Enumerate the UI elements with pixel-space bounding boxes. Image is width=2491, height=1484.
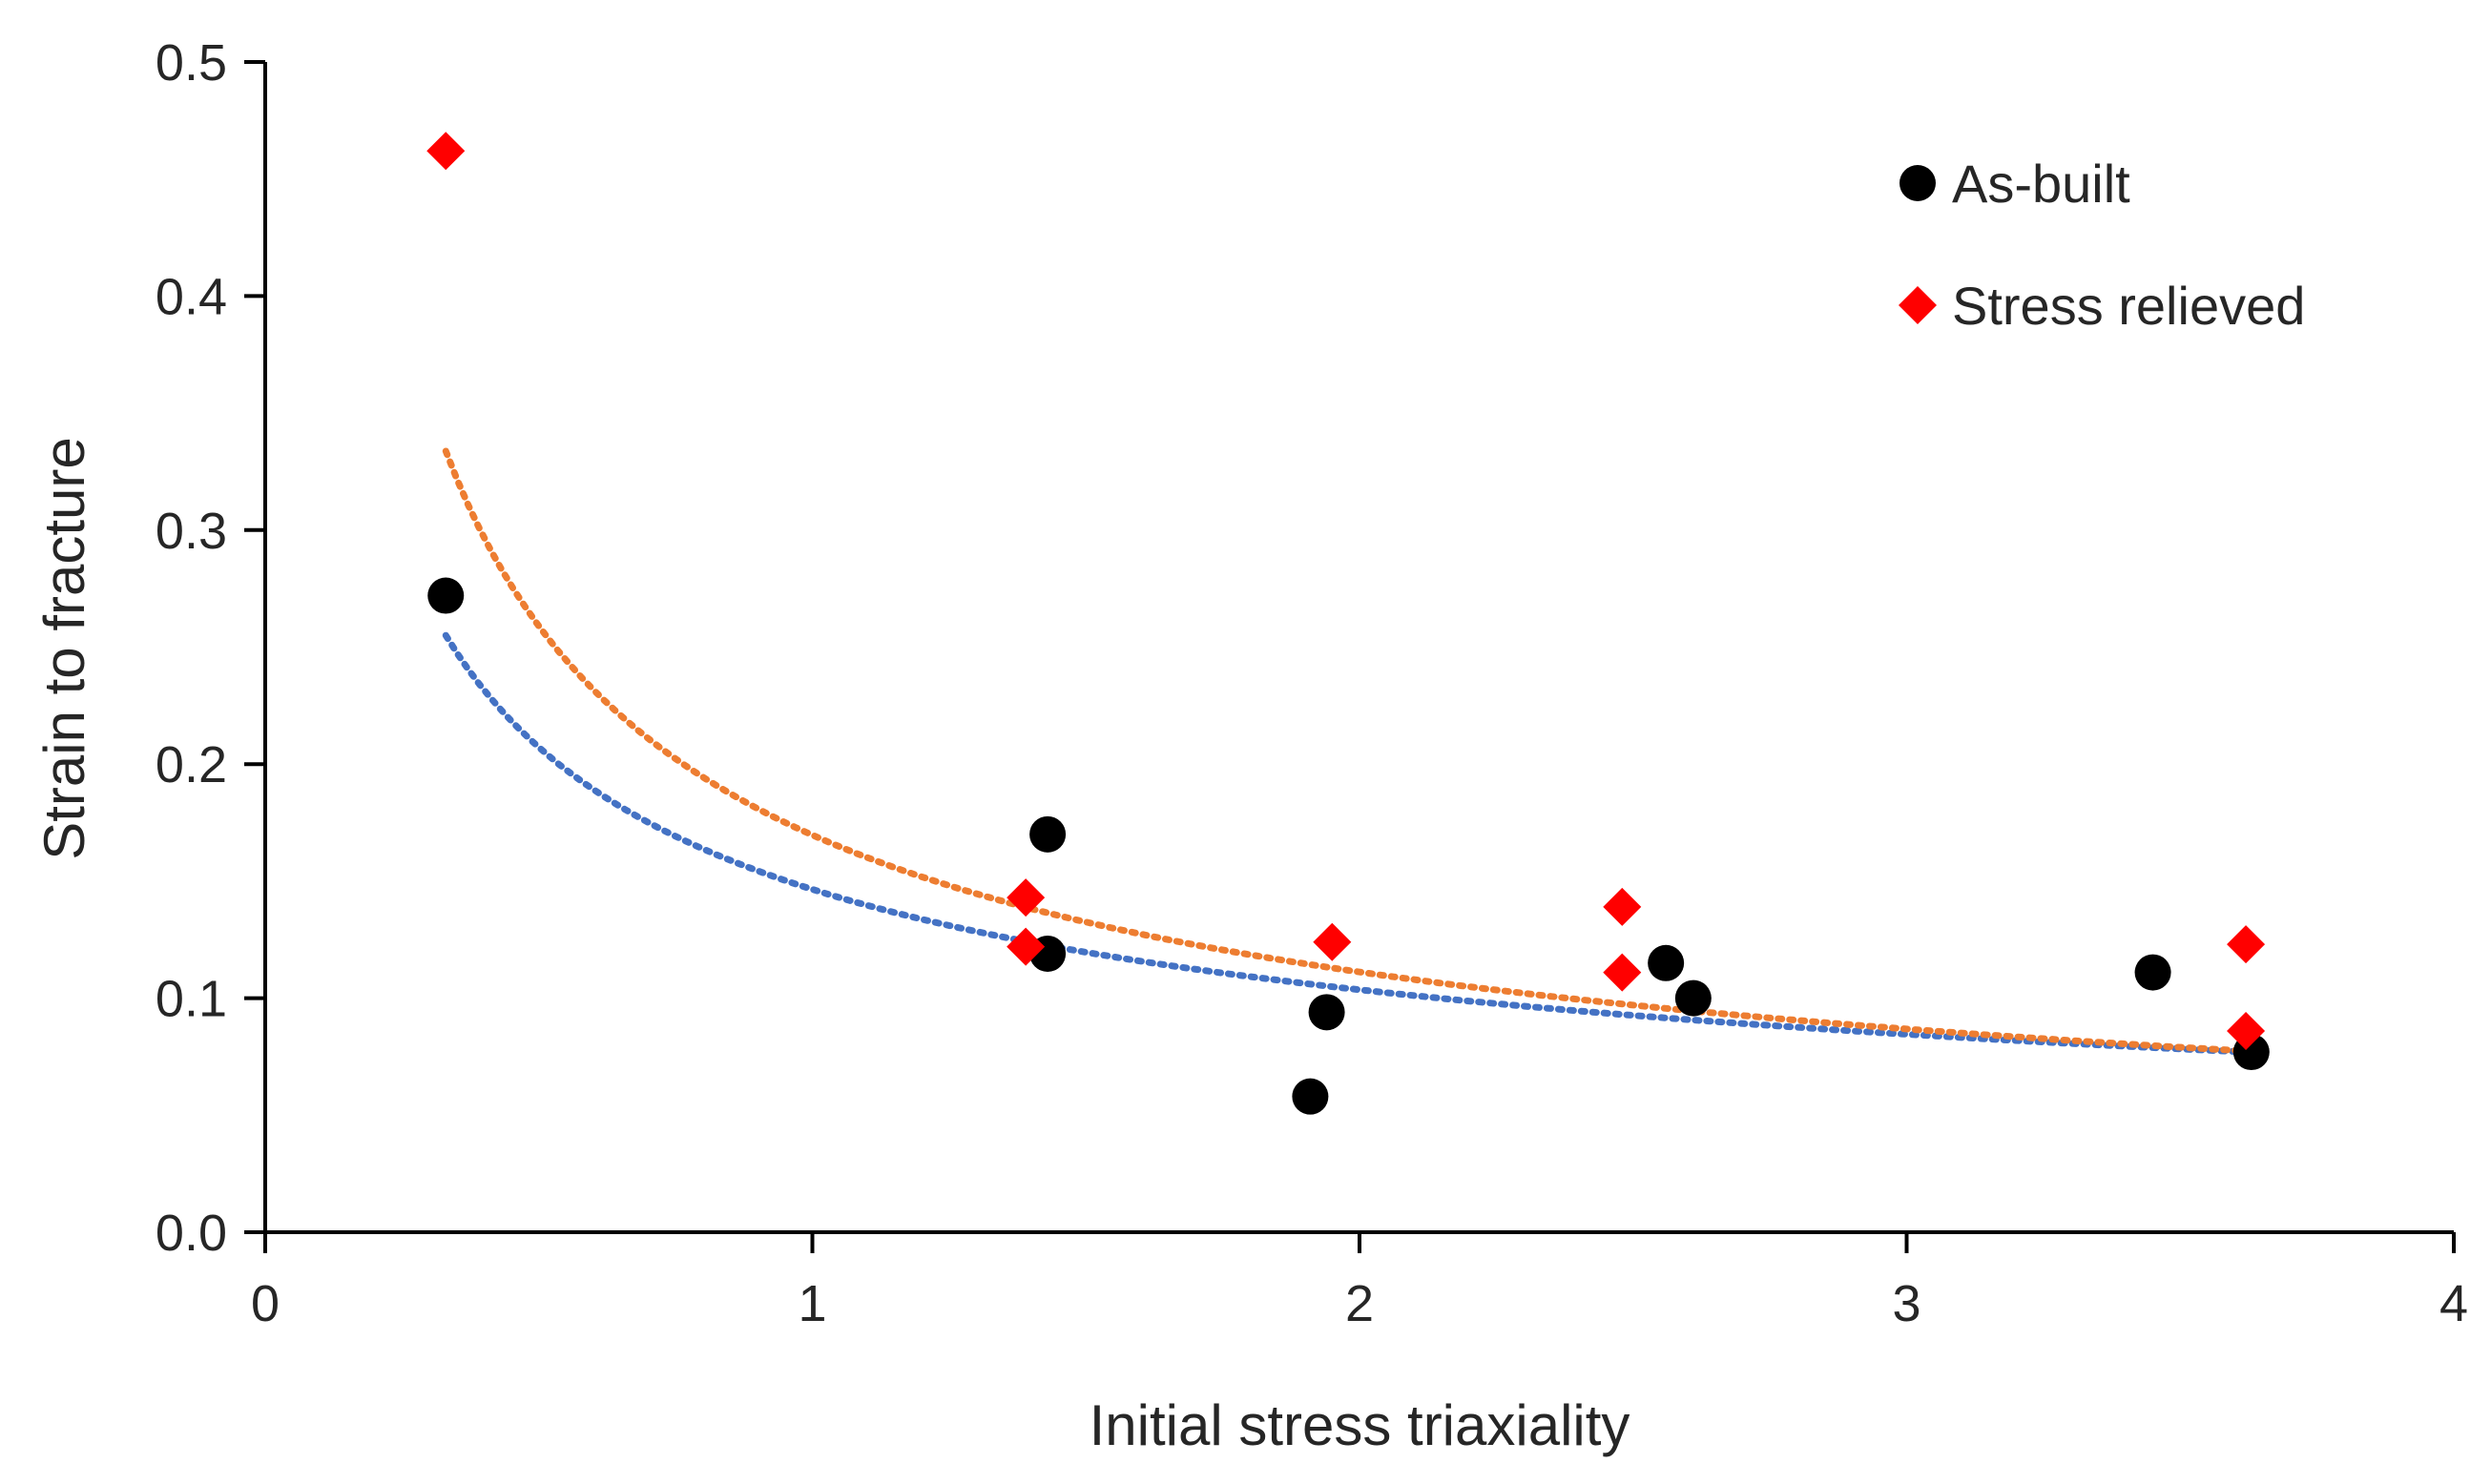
point-as-built xyxy=(1648,944,1685,981)
data-points xyxy=(426,132,2270,1115)
point-as-built xyxy=(1292,1078,1329,1115)
point-as-built xyxy=(427,577,465,614)
point-stress-relieved xyxy=(2227,1011,2266,1050)
legend-label: Stress relieved xyxy=(1952,276,2305,336)
legend-marker-as-built xyxy=(1899,165,1936,201)
point-stress-relieved xyxy=(1007,927,1046,966)
point-as-built xyxy=(1308,994,1345,1031)
trendlines xyxy=(442,447,2255,1056)
x-tick-label: 4 xyxy=(2439,1275,2468,1332)
trendline-as-built xyxy=(442,631,2255,1056)
point-as-built xyxy=(1029,815,1067,853)
point-as-built xyxy=(2134,954,2171,991)
legend-label: As-built xyxy=(1952,154,2130,214)
axes: 0 1 2 3 4 0.0 0.1 0.2 0.3 0.4 0.5 xyxy=(156,34,2468,1332)
x-axis-title: Initial stress triaxiality xyxy=(1090,1393,1630,1457)
point-as-built xyxy=(1674,979,1712,1017)
x-tick-label: 1 xyxy=(798,1275,826,1332)
point-stress-relieved xyxy=(1603,953,1642,992)
y-tick-label: 0.0 xyxy=(156,1205,227,1262)
y-axis-title: Strain to fracture xyxy=(32,437,96,860)
trendline-stress-relieved xyxy=(442,447,2255,1055)
y-tick-label: 0.2 xyxy=(156,736,227,794)
y-tick-label: 0.4 xyxy=(156,268,227,325)
point-stress-relieved xyxy=(1313,922,1352,961)
point-stress-relieved xyxy=(1603,887,1642,926)
x-tick-label: 2 xyxy=(1345,1275,1374,1332)
point-stress-relieved xyxy=(1007,878,1046,917)
x-tick-label: 0 xyxy=(251,1275,280,1332)
y-tick-label: 0.3 xyxy=(156,503,227,560)
legend: As-built Stress relieved xyxy=(1899,154,2305,336)
y-tick-label: 0.5 xyxy=(156,34,227,92)
point-stress-relieved xyxy=(426,132,466,171)
point-stress-relieved xyxy=(2227,925,2266,964)
y-tick-label: 0.1 xyxy=(156,971,227,1028)
x-tick-label: 3 xyxy=(1892,1275,1920,1332)
legend-marker-stress-relieved xyxy=(1899,286,1937,324)
